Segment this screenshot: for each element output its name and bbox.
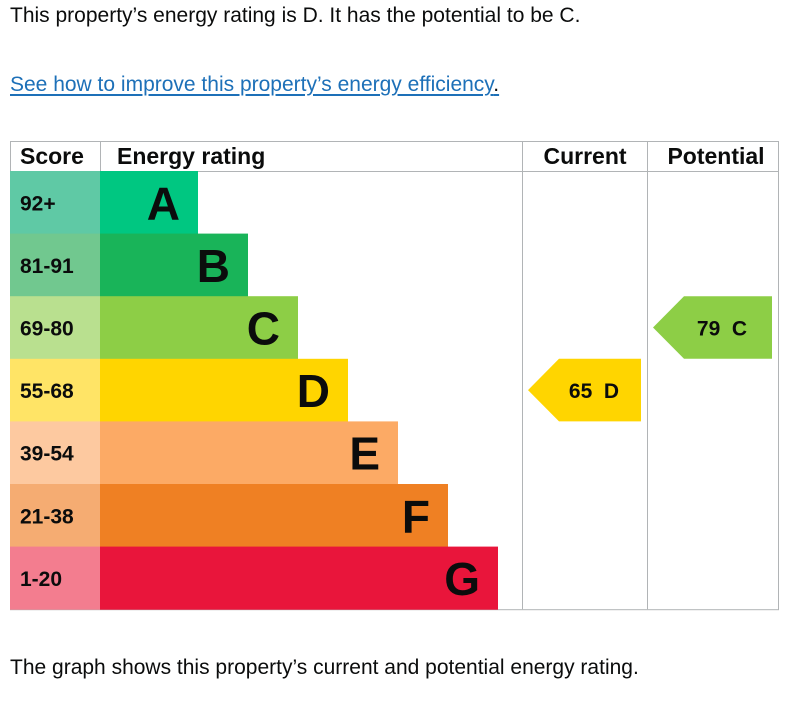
score-range-e: 39-54 bbox=[20, 443, 74, 466]
band-bar-c bbox=[100, 296, 298, 360]
score-cell-d bbox=[10, 358, 100, 422]
band-bar-a bbox=[100, 171, 198, 235]
score-range-a: 92+ bbox=[20, 192, 56, 215]
score-cell-f bbox=[10, 484, 100, 548]
band-letter-c: C bbox=[247, 303, 280, 355]
band-letter-g: G bbox=[444, 553, 480, 605]
band-letter-b: B bbox=[197, 240, 230, 292]
score-cell-a bbox=[10, 171, 100, 235]
rating-arrows: 65 D 79 C bbox=[528, 296, 772, 422]
score-range-f: 21-38 bbox=[20, 505, 74, 528]
current-rating-label: 65 D bbox=[569, 380, 619, 403]
band-bar-f bbox=[100, 484, 448, 548]
score-cell-g bbox=[10, 546, 100, 610]
score-cell-e bbox=[10, 421, 100, 485]
band-bar-b bbox=[100, 233, 248, 297]
rating-bands: 92+ A 81-91 B 69-80 C 55-68 D 39-54 E 21-38 F 1-20 G bbox=[10, 171, 498, 610]
band-letter-a: A bbox=[147, 177, 180, 229]
header-potential: Potential bbox=[667, 143, 764, 169]
score-range-d: 55-68 bbox=[20, 380, 74, 403]
link-suffix: . bbox=[493, 73, 500, 96]
graph-caption: The graph shows this property’s current … bbox=[10, 656, 639, 679]
improve-efficiency-link-text[interactable]: See how to improve this property’s energ… bbox=[10, 73, 494, 96]
band-bar-e bbox=[100, 421, 398, 485]
band-letter-d: D bbox=[297, 365, 330, 417]
header-energy-rating: Energy rating bbox=[117, 143, 265, 169]
current-arrow bbox=[528, 358, 641, 422]
potential-rating-label: 79 C bbox=[697, 318, 747, 341]
score-range-b: 81-91 bbox=[20, 255, 74, 278]
header-score: Score bbox=[20, 143, 84, 169]
improve-efficiency-link[interactable]: See how to improve this property’s energ… bbox=[10, 73, 499, 97]
score-cell-c bbox=[10, 296, 100, 360]
band-letter-f: F bbox=[402, 490, 430, 542]
score-cell-b bbox=[10, 233, 100, 297]
score-range-g: 1-20 bbox=[20, 568, 62, 591]
band-bar-g bbox=[100, 546, 498, 610]
score-range-c: 69-80 bbox=[20, 318, 74, 341]
rating-summary: This property’s energy rating is D. It h… bbox=[10, 4, 581, 27]
header-current: Current bbox=[543, 143, 626, 169]
chart-headers: Score Energy rating Current Potential bbox=[20, 143, 765, 169]
band-letter-e: E bbox=[349, 428, 380, 480]
potential-arrow bbox=[653, 296, 772, 359]
band-bar-d bbox=[100, 358, 348, 422]
